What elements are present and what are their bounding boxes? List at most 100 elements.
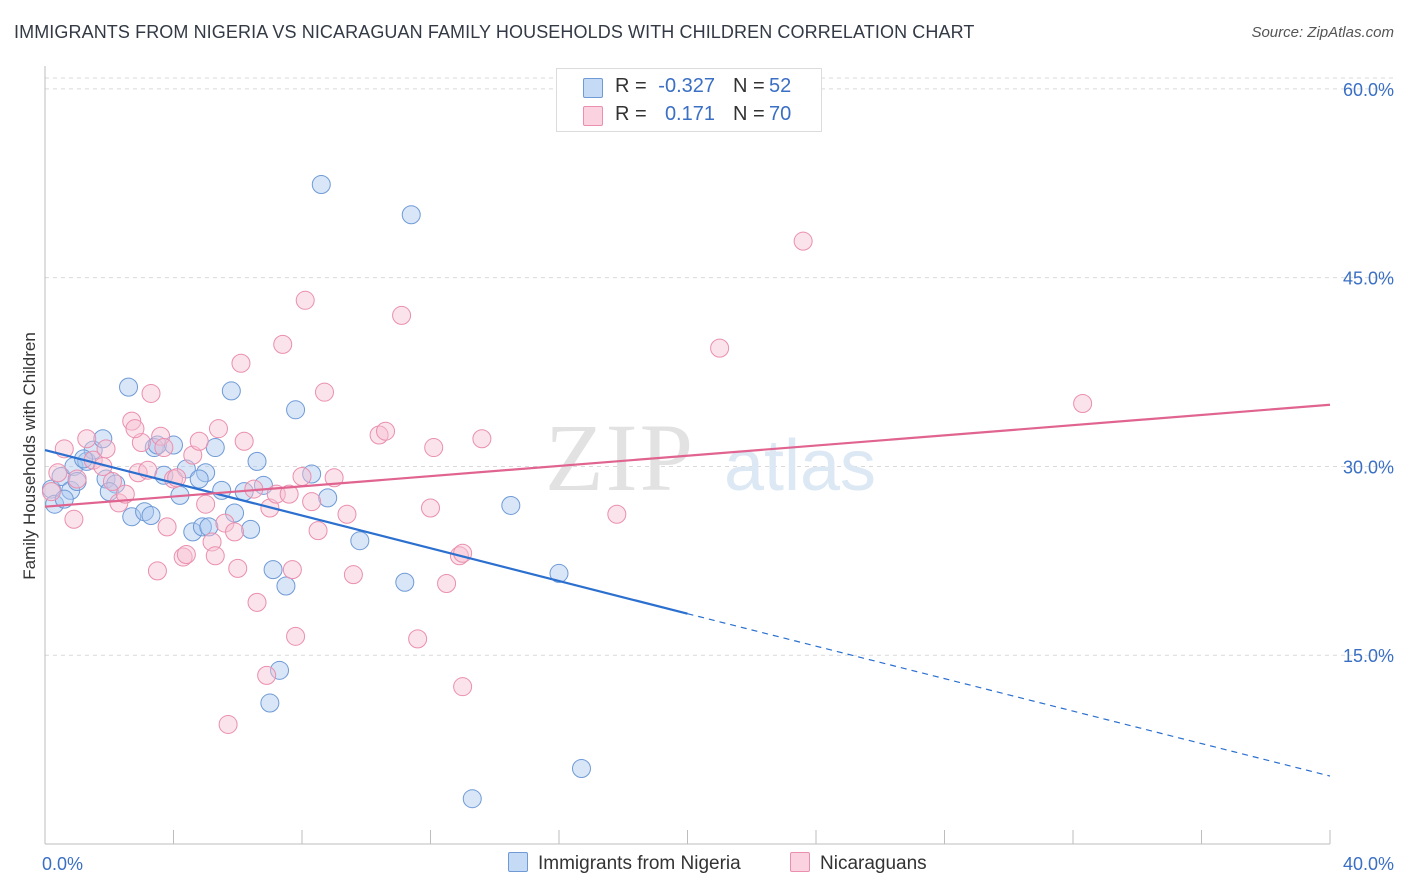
nicaraguans-point — [96, 439, 116, 459]
axes — [44, 66, 1331, 845]
nicaraguans-point — [453, 677, 473, 697]
nicaraguans-point — [302, 492, 322, 512]
legend-r-label: R = — [615, 75, 647, 97]
nicaraguans-point — [793, 231, 813, 251]
nigeria-point — [263, 560, 283, 580]
legend-n-label: N = — [733, 103, 765, 125]
nigeria-point — [225, 503, 245, 523]
nigeria-point — [501, 495, 521, 515]
y-tick-label: 15.0% — [1343, 646, 1394, 666]
nicaraguans-point — [273, 334, 293, 354]
nicaraguans-point — [295, 290, 315, 310]
nicaraguans-point — [176, 545, 196, 565]
nigeria-point — [318, 488, 338, 508]
legend-row-nigeria: R = -0.327 N = 52 — [557, 72, 821, 100]
x-tick-label-start: 0.0% — [42, 854, 83, 874]
legend-n-value: 52 — [769, 75, 792, 97]
nigeria-point — [205, 438, 225, 458]
nigeria-point — [144, 438, 164, 458]
legend-n-value: 70 — [769, 103, 792, 125]
nigeria-point — [93, 429, 113, 449]
nigeria-point — [260, 693, 280, 713]
nigeria-point — [247, 451, 267, 471]
nicaraguans-point — [183, 445, 203, 465]
nigeria-point — [401, 205, 421, 225]
nigeria-point — [192, 517, 212, 537]
nicaraguans-point — [196, 494, 216, 514]
y-axis-label: Family Households with Children — [20, 332, 39, 580]
nigeria-point — [311, 175, 331, 195]
nicaraguans-point — [115, 484, 135, 504]
nicaraguans-point — [343, 565, 363, 585]
nicaraguans-point — [131, 433, 151, 453]
nicaraguans-point — [607, 504, 627, 524]
nigeria-point — [462, 789, 482, 809]
nicaraguans-point — [408, 629, 428, 649]
nicaraguans-point — [147, 561, 167, 581]
nigeria-point — [122, 507, 142, 527]
nicaraguans-point — [77, 429, 97, 449]
nigeria-point — [221, 381, 241, 401]
x-tick-label-end: 40.0% — [1343, 854, 1394, 874]
nicaraguans-point — [257, 665, 277, 685]
nicaraguans-point — [247, 592, 267, 612]
chart-title: IMMIGRANTS FROM NIGERIA VS NICARAGUAN FA… — [14, 22, 975, 42]
nicaraguans-point — [1073, 394, 1093, 414]
bottom-legend-label: Immigrants from Nigeria — [538, 853, 741, 874]
nicaraguans-point — [151, 426, 171, 446]
legend-r-value: -0.327 — [658, 75, 715, 97]
nicaraguans-point — [234, 431, 254, 451]
nigeria-point — [119, 377, 139, 397]
nicaraguans-point — [424, 438, 444, 458]
nigeria-point — [189, 469, 209, 489]
nicaraguans-point — [48, 463, 68, 483]
nicaraguans-point — [282, 560, 302, 580]
nicaraguans-point — [421, 498, 440, 518]
bottom-legend-label: Nicaraguans — [820, 853, 927, 874]
nicaraguans-point — [189, 431, 209, 451]
nicaraguans-point — [64, 509, 84, 529]
nigeria-point — [571, 758, 591, 778]
nicaraguans-point — [453, 543, 473, 563]
legend-r-value: 0.171 — [664, 103, 715, 125]
nicaraguans-point — [279, 484, 299, 504]
nicaraguans-point — [308, 521, 328, 541]
nicaraguans-point — [154, 438, 174, 458]
nicaraguans-point — [376, 421, 396, 441]
bottom-legend-swatch-pink — [790, 852, 810, 872]
nicaraguans-point — [67, 469, 87, 489]
nicaraguans-point — [205, 546, 225, 566]
nicaraguans-point — [218, 714, 238, 734]
legend-swatch-blue — [583, 78, 603, 98]
y-tick-labels: 15.0% 30.0% 45.0% 60.0% — [1343, 80, 1394, 666]
legend-n-label: N = — [733, 75, 765, 97]
nigeria-point — [549, 563, 569, 583]
nigeria-point — [241, 519, 261, 539]
nicaraguans-point — [292, 467, 312, 487]
nigeria-point — [199, 517, 219, 537]
nicaraguans-point — [208, 419, 228, 439]
nigeria-point — [141, 506, 161, 526]
nicaraguans-point — [122, 411, 142, 431]
nigeria-point — [350, 531, 370, 551]
nicaraguans-point — [173, 547, 193, 567]
nicaraguans-point — [228, 558, 248, 578]
nicaraguans-point — [231, 353, 251, 373]
nigeria-point — [135, 502, 155, 522]
nicaraguans-point — [314, 382, 334, 402]
watermark: ZIP atlas — [545, 404, 876, 511]
nicaraguans-point — [437, 573, 457, 593]
nicaraguans-point — [286, 626, 306, 646]
nicaraguans-point — [369, 425, 389, 445]
data-points — [41, 175, 1093, 809]
nicaraguans-point — [337, 504, 357, 524]
correlation-legend: R = -0.327 N = 52 R = 0.171 N = 70 — [556, 68, 822, 132]
bottom-legend-nigeria: Immigrants from Nigeria — [508, 852, 741, 878]
chart-source: Source: ZipAtlas.com — [1251, 24, 1394, 41]
nigeria-point — [286, 400, 306, 420]
nigeria-point — [276, 576, 296, 596]
nigeria-point — [270, 660, 290, 680]
nigeria-trend-line-extension — [687, 613, 1331, 777]
nicaraguans-point — [125, 419, 145, 439]
